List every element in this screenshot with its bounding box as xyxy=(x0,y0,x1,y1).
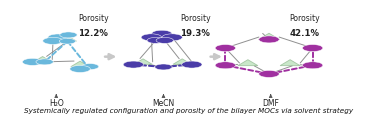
Text: 12.2%: 12.2% xyxy=(78,29,108,38)
Circle shape xyxy=(70,65,90,72)
Polygon shape xyxy=(173,59,191,64)
Circle shape xyxy=(36,59,53,65)
Circle shape xyxy=(162,34,183,41)
Text: DMF: DMF xyxy=(262,99,279,108)
Circle shape xyxy=(155,64,172,70)
Circle shape xyxy=(215,62,235,69)
Text: Porosity: Porosity xyxy=(78,14,109,23)
Circle shape xyxy=(259,70,279,77)
Circle shape xyxy=(152,30,172,37)
Circle shape xyxy=(156,37,174,43)
Text: 19.3%: 19.3% xyxy=(180,29,211,38)
Circle shape xyxy=(59,38,76,44)
Circle shape xyxy=(81,64,99,70)
Circle shape xyxy=(302,44,323,52)
Polygon shape xyxy=(71,61,89,67)
Text: Porosity: Porosity xyxy=(180,14,211,23)
Circle shape xyxy=(302,62,323,69)
Circle shape xyxy=(215,44,235,52)
Circle shape xyxy=(22,58,43,65)
Text: 42.1%: 42.1% xyxy=(290,29,319,38)
Polygon shape xyxy=(134,59,152,64)
Text: Porosity: Porosity xyxy=(290,14,320,23)
Polygon shape xyxy=(259,33,280,40)
Circle shape xyxy=(181,61,202,68)
Circle shape xyxy=(60,32,77,38)
Text: Systemically regulated configuration and porosity of the bilayer MOCs via solven: Systemically regulated configuration and… xyxy=(25,108,353,114)
Polygon shape xyxy=(238,60,258,66)
Polygon shape xyxy=(33,57,52,62)
Circle shape xyxy=(141,34,161,41)
Circle shape xyxy=(48,34,68,41)
Circle shape xyxy=(43,37,63,44)
Circle shape xyxy=(259,36,279,43)
Text: H₂O: H₂O xyxy=(49,99,64,108)
Circle shape xyxy=(123,61,144,68)
Polygon shape xyxy=(56,35,76,41)
Polygon shape xyxy=(152,34,172,40)
Text: MeCN: MeCN xyxy=(152,99,175,108)
Polygon shape xyxy=(280,60,300,66)
Circle shape xyxy=(147,37,164,43)
